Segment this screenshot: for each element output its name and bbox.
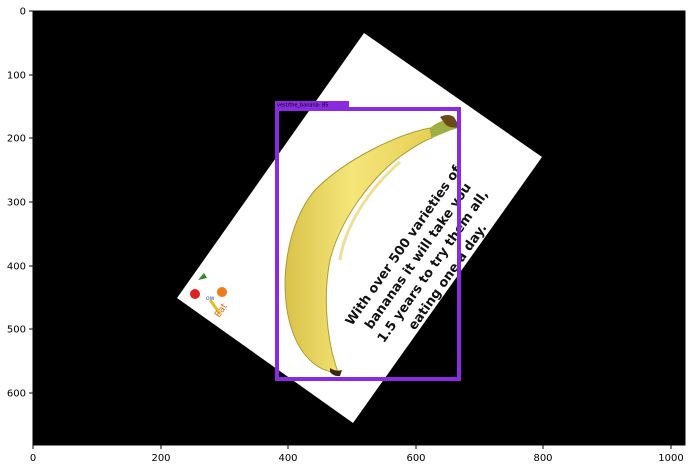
y-tick-label: 400 (7, 262, 26, 273)
x-axis: 0 200 400 600 800 1000 (30, 445, 684, 464)
y-axis: 0 100 200 300 400 500 600 (7, 7, 33, 400)
y-tick-label: 200 (7, 134, 26, 145)
x-tick-label: 800 (533, 453, 552, 464)
x-tick-label: 200 (151, 453, 170, 464)
y-tick-label: 0 (20, 7, 26, 18)
x-tick-label: 1000 (658, 453, 683, 464)
x-tick-label: 600 (406, 453, 425, 464)
y-tick-label: 500 (7, 325, 26, 336)
y-tick-label: 300 (7, 198, 26, 209)
svg-text:ow: ow (206, 295, 215, 302)
y-tick-label: 100 (7, 71, 26, 82)
x-tick-label: 400 (278, 453, 297, 464)
x-tick-label: 0 (30, 453, 36, 464)
detection-label: vest/the_banana: 85 (277, 103, 328, 109)
y-tick-label: 600 (7, 389, 26, 400)
